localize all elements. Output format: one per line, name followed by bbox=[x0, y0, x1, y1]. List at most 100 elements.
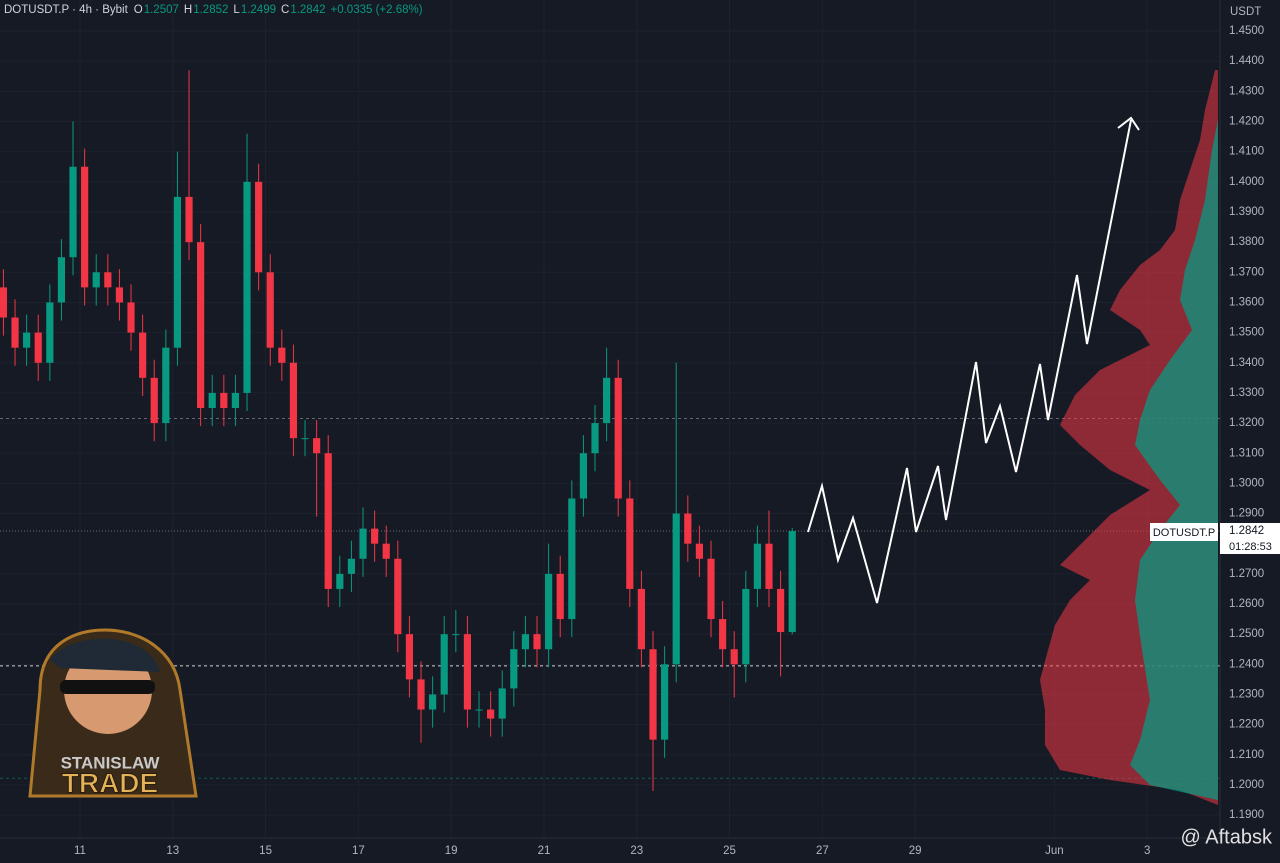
candle-body bbox=[742, 588, 750, 665]
candle-body bbox=[417, 679, 425, 710]
y-tick-label: 1.3100 bbox=[1229, 447, 1264, 459]
y-tick-label: 1.3200 bbox=[1229, 417, 1264, 429]
y-tick-label: 1.2500 bbox=[1229, 628, 1264, 640]
axes-layer: 1.4500 1.4400 1.4300 1.4200 1.4100 1.4000 1.39… bbox=[74, 25, 1264, 857]
ohlc-value: 1.2507 bbox=[144, 4, 179, 16]
candle-body bbox=[637, 588, 646, 650]
y-tick-label: 1.3900 bbox=[1229, 206, 1264, 218]
candles-layer bbox=[0, 70, 796, 791]
logo: STANISLAW TRADE bbox=[28, 628, 198, 799]
candle-body bbox=[695, 543, 704, 559]
candle-body bbox=[255, 181, 263, 273]
candle-body bbox=[185, 196, 193, 243]
candle-body bbox=[150, 377, 158, 424]
ohlc-key: L bbox=[233, 4, 240, 16]
candle-body bbox=[765, 543, 773, 589]
y-tick-label: 1.4000 bbox=[1229, 176, 1264, 188]
candle-body bbox=[371, 528, 379, 544]
candle-body bbox=[92, 272, 100, 288]
x-tick-label: 15 bbox=[259, 845, 272, 857]
candle-body bbox=[162, 347, 170, 424]
candle-body bbox=[69, 166, 77, 258]
candle-body bbox=[46, 302, 54, 363]
x-tick-label: 29 bbox=[909, 845, 922, 857]
y-tick-label: 1.3400 bbox=[1229, 357, 1264, 369]
y-tick-label: 1.2300 bbox=[1229, 688, 1264, 700]
projection-arrowhead bbox=[1117, 116, 1140, 131]
candle-body bbox=[231, 392, 240, 408]
symbol-tag: DOTUSDT.P bbox=[1153, 527, 1215, 539]
candle-body bbox=[115, 287, 124, 303]
candle-body bbox=[475, 709, 483, 711]
last-price: 1.2842 bbox=[1229, 525, 1264, 537]
candle-body bbox=[382, 543, 390, 559]
candle-body bbox=[556, 573, 564, 620]
candle-body bbox=[220, 392, 228, 408]
ohlc-legend: O 1.2507 H 1.2852 L 1.2499 C 1.2842 +0.0335 (+2.… bbox=[134, 4, 423, 16]
candle-body bbox=[278, 347, 286, 363]
candle-body bbox=[579, 453, 588, 499]
candle-body bbox=[719, 619, 727, 650]
y-tick-label: 1.3300 bbox=[1229, 387, 1264, 399]
logo-text: STANISLAW bbox=[61, 753, 161, 772]
candle-body bbox=[672, 513, 680, 665]
candle-body bbox=[614, 377, 622, 499]
logo-cap bbox=[50, 638, 160, 672]
candle-body bbox=[34, 332, 42, 363]
y-tick-label: 1.4500 bbox=[1229, 25, 1264, 37]
x-tick-label: 11 bbox=[74, 845, 86, 857]
candle-body bbox=[707, 558, 715, 620]
candle-body bbox=[266, 272, 274, 348]
x-tick-label: 3 bbox=[1144, 845, 1150, 857]
y-tick-label: 1.4100 bbox=[1229, 146, 1264, 158]
ohlc-key: H bbox=[184, 4, 192, 16]
candle-body bbox=[429, 694, 437, 710]
candle-body bbox=[301, 438, 309, 440]
candle-body bbox=[498, 688, 506, 719]
y-tick-label: 1.2900 bbox=[1229, 508, 1264, 520]
candle-body bbox=[603, 377, 611, 424]
ohlc-value: 1.2852 bbox=[193, 4, 228, 16]
y-tick-label: 1.2000 bbox=[1229, 779, 1264, 791]
candle-body bbox=[324, 453, 332, 589]
volume-profile-buy bbox=[1130, 120, 1218, 800]
ohlc-key: O bbox=[134, 4, 143, 16]
candle-body bbox=[81, 166, 89, 288]
logo-text: TRADE bbox=[62, 767, 158, 798]
candle-body bbox=[173, 196, 182, 348]
watermark: @ Aftabsk bbox=[1181, 826, 1273, 848]
x-tick-label: Jun bbox=[1045, 845, 1064, 857]
time-axis bbox=[0, 838, 1220, 863]
candle-body bbox=[289, 362, 298, 439]
candle-body bbox=[684, 513, 692, 544]
y-tick-label: 1.2600 bbox=[1229, 598, 1264, 610]
y-tick-label: 1.2200 bbox=[1229, 719, 1264, 731]
x-tick-label: 21 bbox=[538, 845, 551, 857]
y-tick-label: 1.3600 bbox=[1229, 296, 1264, 308]
candle-body bbox=[777, 588, 785, 633]
x-tick-label: 13 bbox=[166, 845, 179, 857]
candle-body bbox=[510, 649, 518, 689]
candle-body bbox=[661, 664, 669, 740]
candle-body bbox=[463, 634, 472, 710]
y-tick-label: 1.2100 bbox=[1229, 749, 1264, 761]
candle-body bbox=[208, 392, 216, 408]
candle-body bbox=[23, 332, 31, 348]
candle-body bbox=[626, 498, 634, 589]
x-tick-label: 23 bbox=[630, 845, 643, 857]
y-tick-label: 1.3700 bbox=[1229, 266, 1264, 278]
y-tick-label: 1.2400 bbox=[1229, 658, 1264, 670]
candle-body bbox=[568, 498, 576, 620]
candle-body bbox=[313, 438, 321, 454]
y-tick-label: 1.4300 bbox=[1229, 85, 1264, 97]
countdown: 01:28:53 bbox=[1229, 541, 1272, 553]
candle-body bbox=[359, 528, 367, 559]
candle-body bbox=[394, 558, 402, 635]
candle-body bbox=[533, 634, 541, 650]
candle-body bbox=[788, 531, 796, 633]
y-tick-label: 1.4200 bbox=[1229, 116, 1264, 128]
projection-arrow bbox=[807, 119, 1132, 604]
x-tick-label: 17 bbox=[352, 845, 365, 857]
candle-body bbox=[545, 573, 553, 650]
